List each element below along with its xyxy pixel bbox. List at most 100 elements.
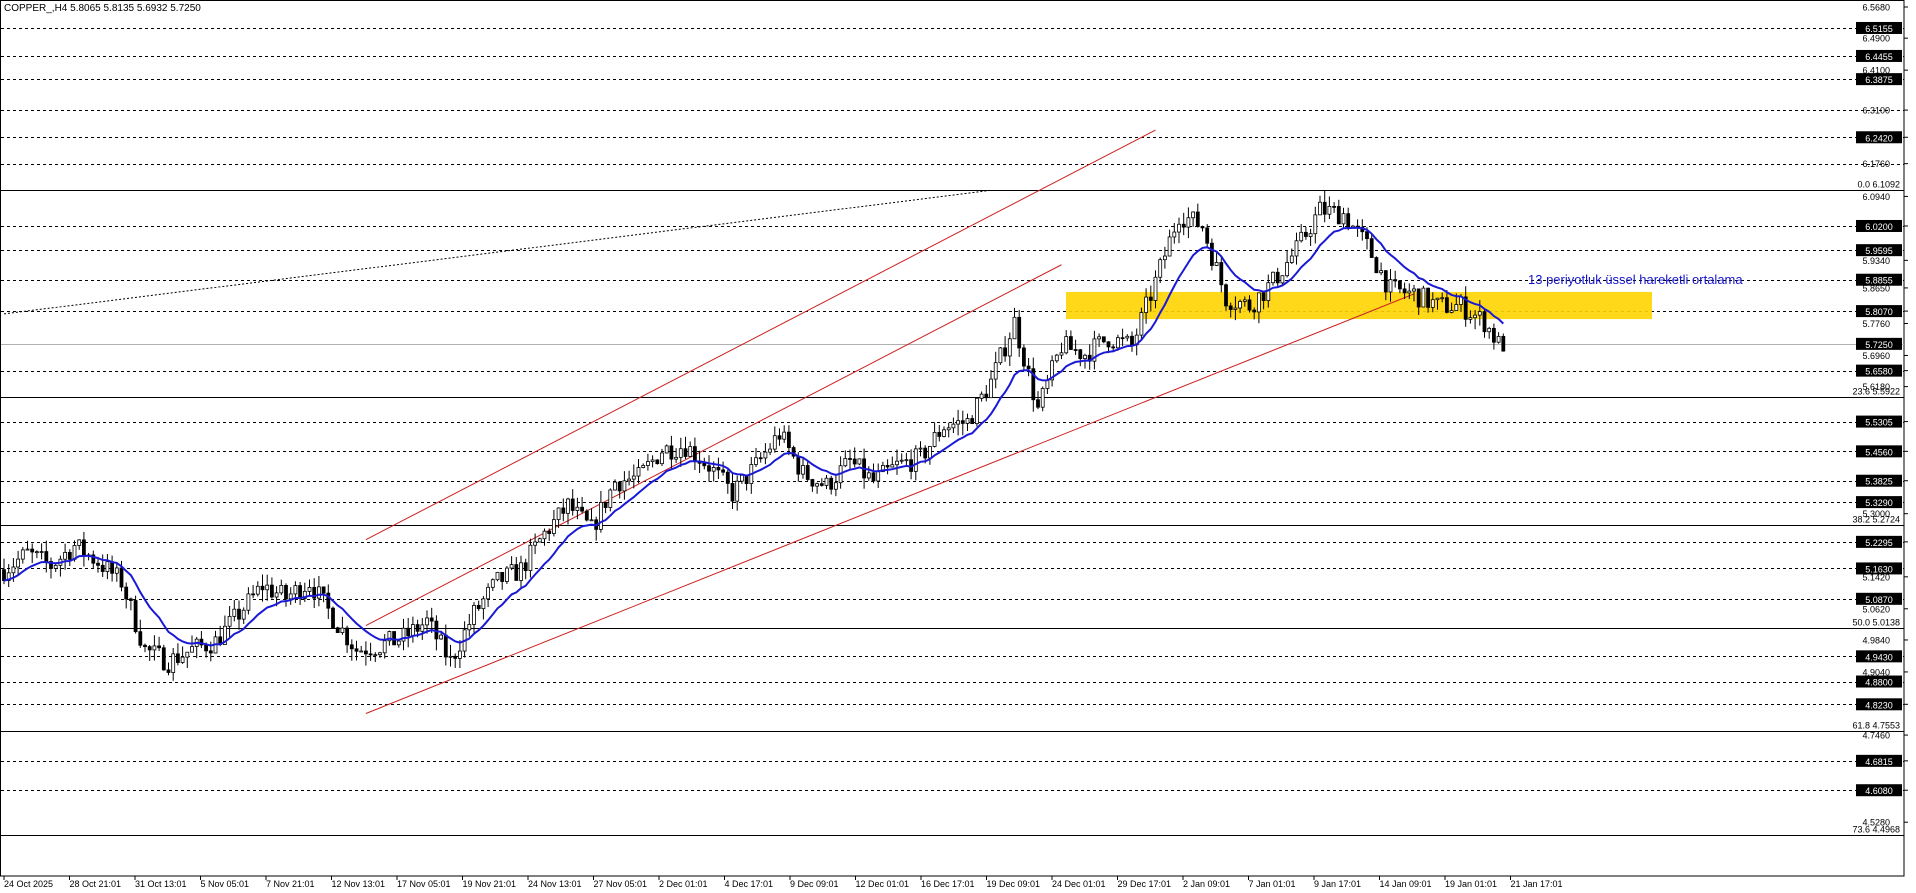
- candle-body: [1383, 270, 1388, 293]
- candle-body: [25, 548, 30, 551]
- candle-body: [918, 447, 923, 450]
- channel-lower-line: [365, 293, 1415, 714]
- candle-body: [316, 586, 321, 599]
- candle-body: [866, 472, 871, 479]
- candle-body: [613, 481, 617, 491]
- candle-body: [819, 483, 824, 486]
- candle-body: [740, 474, 744, 482]
- candle-body: [1247, 299, 1252, 311]
- x-tick-label: 21 Jan 17:01: [1511, 879, 1563, 888]
- candle-body: [702, 462, 707, 467]
- candle-body: [1280, 275, 1285, 284]
- x-tick-label: 7 Jan 01:01: [1249, 879, 1296, 888]
- price-label: 4.8230: [1865, 700, 1893, 710]
- candle-body: [298, 585, 303, 599]
- candle-body: [387, 631, 392, 642]
- x-tick-label: 24 Oct 2025: [4, 879, 53, 888]
- candle-body: [1026, 365, 1031, 370]
- x-tick-label: 12 Dec 01:01: [856, 879, 910, 888]
- candle-body: [1482, 311, 1487, 333]
- fib-label: 61.8 4.7553: [1852, 721, 1900, 731]
- candle-body: [274, 592, 279, 598]
- candle-body: [716, 467, 721, 471]
- candle-body: [472, 604, 476, 625]
- candle-body: [1012, 316, 1017, 340]
- candle-body: [1412, 288, 1416, 292]
- candle-body: [227, 615, 232, 627]
- candle-body: [1463, 296, 1468, 320]
- candle-body: [1430, 299, 1435, 308]
- candle-body: [923, 447, 928, 459]
- y-tick-label: 5.6960: [1862, 351, 1890, 361]
- candle-body: [180, 656, 185, 663]
- candle-body: [11, 566, 16, 574]
- candle-body: [942, 429, 946, 437]
- candle-body: [35, 551, 39, 554]
- candle-body: [1064, 336, 1069, 354]
- candle-body: [1210, 242, 1214, 266]
- candle-body: [970, 418, 975, 425]
- y-tick-label: 6.5680: [1862, 3, 1890, 13]
- y-tick-label: 6.1760: [1862, 159, 1890, 169]
- candle-body: [1454, 304, 1459, 311]
- price-label: 6.5155: [1865, 24, 1893, 34]
- y-tick-label: 6.4900: [1862, 34, 1890, 44]
- candle-body: [1487, 327, 1492, 333]
- candle-body: [1242, 299, 1247, 302]
- fib-label: 0.0 6.1092: [1857, 180, 1900, 190]
- candle-body: [77, 539, 82, 546]
- candle-body: [1435, 297, 1440, 301]
- candle-body: [368, 653, 373, 656]
- candle-body: [44, 551, 49, 562]
- candle-body: [913, 448, 918, 472]
- candle-body: [1177, 223, 1181, 233]
- price-label: 5.3825: [1865, 477, 1893, 487]
- candle-body: [425, 617, 429, 626]
- candle-body: [1007, 338, 1012, 357]
- candle-body: [946, 427, 951, 431]
- channel-middle-line: [365, 264, 1062, 627]
- candle-body: [1388, 279, 1393, 293]
- candle-body: [166, 669, 171, 673]
- x-tick-label: 2 Jan 09:01: [1183, 879, 1230, 888]
- price-label-box: [1856, 784, 1902, 797]
- candle-body: [617, 481, 622, 492]
- candle-body: [984, 393, 989, 399]
- candle-body: [335, 627, 340, 633]
- candle-body: [1369, 238, 1374, 258]
- price-label: 4.8800: [1865, 678, 1893, 688]
- candle-body: [660, 452, 664, 465]
- candle-body: [885, 465, 890, 468]
- price-label: 5.8855: [1865, 276, 1893, 286]
- candle-body: [777, 435, 782, 440]
- candle-body: [589, 519, 594, 522]
- candle-body: [147, 646, 152, 651]
- candle-body: [67, 551, 72, 560]
- candle-body: [1299, 231, 1304, 242]
- x-tick-label: 24 Dec 01:01: [1052, 879, 1106, 888]
- price-label: 5.0870: [1865, 595, 1893, 605]
- candle-body: [504, 567, 509, 582]
- candle-body: [566, 498, 570, 514]
- price-label: 6.3875: [1865, 75, 1893, 85]
- candle-body: [199, 638, 204, 646]
- candle-body: [232, 608, 237, 617]
- price-label-box: [1856, 445, 1902, 458]
- candle-body: [1275, 271, 1280, 284]
- candle-body: [378, 652, 382, 656]
- x-tick-label: 29 Dec 17:01: [1118, 879, 1172, 888]
- candle-body: [1257, 292, 1261, 313]
- candle-body: [53, 564, 58, 569]
- candle-body: [1054, 354, 1059, 362]
- candle-body: [237, 608, 241, 620]
- candle-body: [1336, 206, 1341, 225]
- candle-body: [881, 465, 885, 473]
- candle-body: [401, 627, 406, 642]
- candle-body: [1322, 201, 1327, 215]
- candle-body: [829, 477, 834, 490]
- candle-body: [157, 645, 162, 649]
- candle-body: [824, 477, 829, 486]
- y-tick-label: 5.7760: [1862, 319, 1890, 329]
- x-tick-label: 24 Nov 13:01: [528, 879, 582, 888]
